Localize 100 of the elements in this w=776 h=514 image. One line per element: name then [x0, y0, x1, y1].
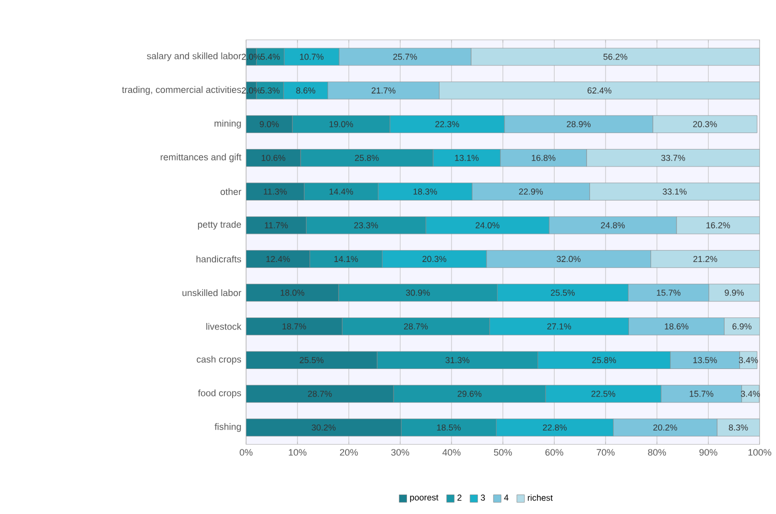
x-tick-label: 10%: [288, 449, 306, 456]
bar: [650, 250, 760, 268]
bar: [246, 284, 339, 302]
bar: [652, 116, 758, 134]
legend-label: poorest: [410, 495, 438, 502]
data-label: 13.5%: [693, 357, 717, 364]
data-label: 9.9%: [724, 290, 744, 296]
x-tick-label: 40%: [442, 449, 461, 456]
data-label: 27.1%: [547, 324, 572, 330]
data-label: 11.7%: [264, 222, 288, 229]
data-label: 8.3%: [728, 424, 748, 431]
data-label: 12.4%: [266, 256, 290, 262]
data-label: 28.9%: [566, 121, 591, 128]
data-label: 20.3%: [693, 121, 717, 128]
data-label: 13.1%: [455, 155, 479, 162]
data-label: 20.3%: [422, 256, 446, 262]
legend-label: 4: [504, 494, 508, 501]
data-label: 21.7%: [372, 88, 396, 94]
bar: [439, 82, 760, 100]
data-label: 18.0%: [280, 290, 304, 296]
data-label: 28.7%: [404, 324, 428, 330]
data-label: 3.4%: [738, 357, 758, 364]
x-tick-label: 80%: [648, 449, 666, 456]
data-label: 3.4%: [740, 390, 760, 398]
data-label: 10.6%: [262, 155, 286, 162]
x-tick-label: 20%: [340, 449, 358, 456]
data-label: 16.8%: [532, 155, 556, 162]
data-label: 14.1%: [334, 256, 358, 262]
data-label: 15.7%: [656, 290, 680, 296]
data-label: 19.0%: [330, 121, 354, 128]
data-label: 25.7%: [393, 54, 417, 60]
data-label: 18.6%: [664, 324, 688, 330]
data-label: 24.0%: [476, 222, 500, 229]
data-label: 8.6%: [296, 88, 316, 94]
bar: [470, 48, 760, 66]
bar: [246, 385, 394, 403]
data-label: 11.3%: [264, 188, 287, 195]
y-tick-label: livestock: [206, 323, 242, 330]
legend-label: 2: [457, 494, 462, 501]
y-tick-label: other: [220, 188, 242, 196]
x-tick-label: 30%: [391, 449, 410, 456]
bar: [246, 182, 304, 201]
bar: [708, 284, 760, 302]
data-label: 33.1%: [662, 188, 687, 195]
data-label: 14.4%: [330, 188, 354, 195]
y-tick-label: salary and skilled labor: [146, 52, 242, 62]
y-tick-label: petty trade: [198, 221, 241, 230]
data-label: 10.7%: [300, 54, 324, 60]
data-label: 30.9%: [406, 290, 430, 296]
data-label: 5.3%: [260, 88, 280, 94]
legend-label: 3: [480, 494, 485, 501]
bar: [676, 216, 760, 234]
data-label: 28.7%: [308, 390, 332, 398]
y-tick-label: remittances and gift: [160, 154, 242, 162]
x-tick-label: 60%: [545, 449, 564, 456]
data-label: 18.3%: [414, 188, 438, 195]
y-tick-label: mining: [214, 120, 241, 129]
data-label: 21.2%: [693, 256, 718, 262]
bar: [586, 149, 760, 167]
data-label: 24.8%: [600, 222, 625, 229]
data-label: 15.7%: [690, 391, 714, 398]
legend-label: richest: [528, 494, 553, 502]
data-label: 22.9%: [519, 188, 543, 195]
y-tick-label: handicrafts: [196, 256, 242, 263]
data-label: 18.5%: [437, 424, 461, 431]
data-label: 31.3%: [446, 357, 470, 364]
data-label: 5.4%: [260, 54, 280, 60]
data-label: 9.0%: [260, 121, 279, 128]
data-label: 32.0%: [556, 256, 581, 262]
x-tick-label: 50%: [494, 449, 512, 456]
data-label: 22.5%: [591, 390, 616, 398]
bar: [716, 418, 760, 437]
x-tick-label: 70%: [596, 449, 615, 456]
data-label: 25.8%: [354, 155, 379, 162]
data-label: 20.2%: [653, 424, 678, 431]
data-label: 30.2%: [312, 424, 336, 431]
data-label: 23.3%: [354, 222, 378, 229]
bar: [246, 418, 402, 437]
bar: [246, 250, 310, 268]
y-tick-label: trading, commercial activities: [122, 86, 242, 96]
data-label: 62.4%: [588, 88, 612, 94]
data-label: 25.5%: [300, 357, 324, 364]
data-label: 29.6%: [458, 390, 482, 398]
y-tick-label: fishing: [214, 423, 241, 432]
bar: [246, 351, 378, 370]
bar: [246, 216, 306, 234]
data-label: 6.9%: [732, 324, 752, 330]
data-label: 18.7%: [282, 324, 306, 330]
data-label: 56.2%: [603, 54, 628, 60]
y-tick-label: food crops: [198, 390, 242, 398]
y-tick-label: unskilled labor: [182, 290, 242, 296]
data-label: 16.2%: [706, 222, 730, 229]
data-label: 22.8%: [542, 424, 567, 431]
y-tick-label: cash crops: [196, 356, 242, 365]
data-label: 25.8%: [592, 357, 616, 364]
x-tick-label: 100%: [748, 449, 772, 456]
x-tick-label: 90%: [699, 449, 718, 456]
data-label: 33.7%: [661, 155, 686, 162]
bar: [589, 182, 760, 201]
bar: [246, 318, 342, 336]
